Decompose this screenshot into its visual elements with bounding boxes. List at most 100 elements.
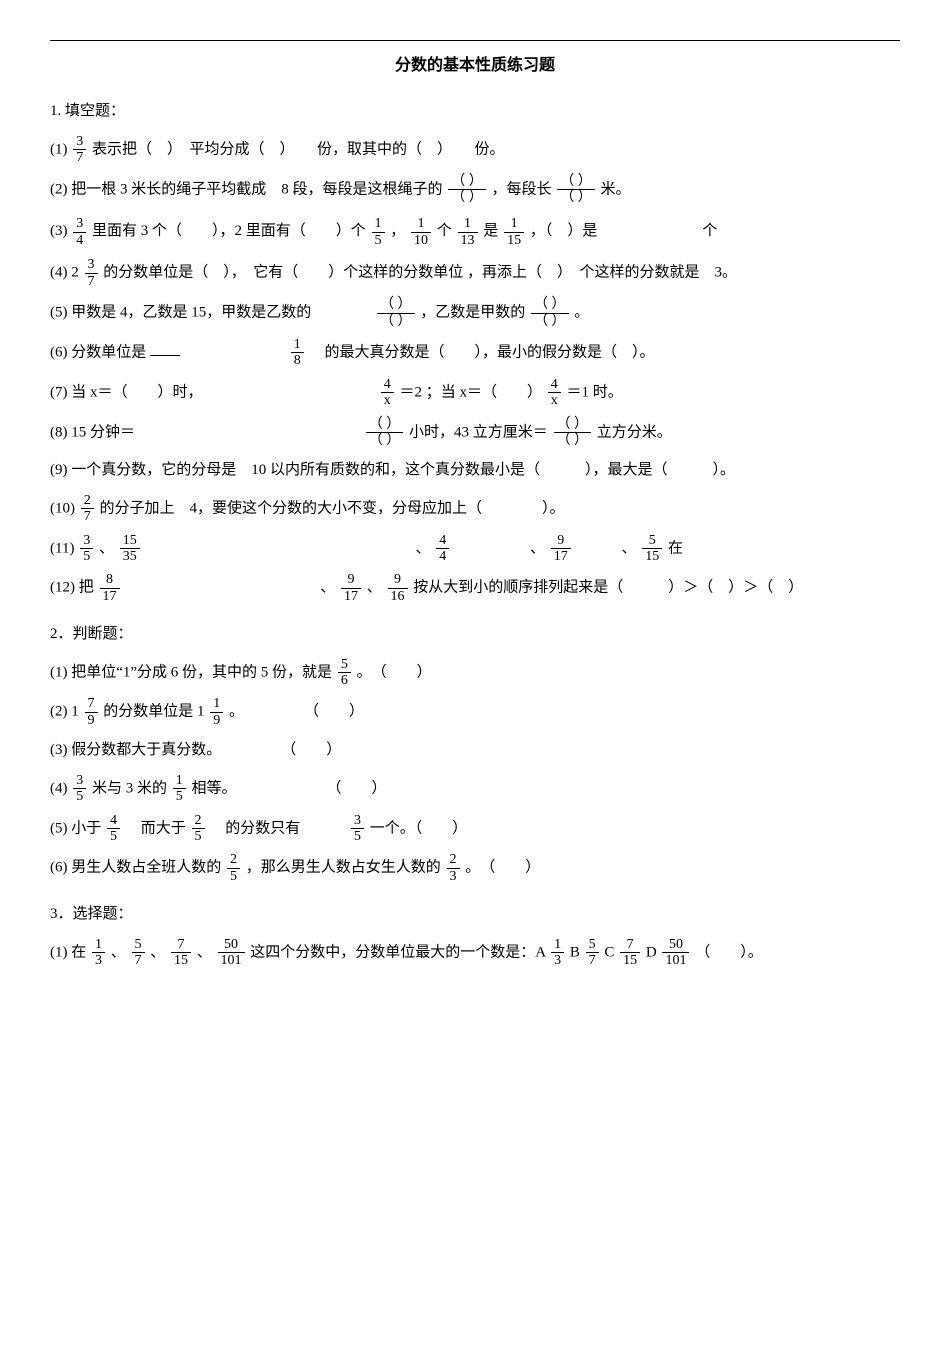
q3-a: (3)	[50, 223, 71, 239]
q12-d: 按从大到小的顺序排列起来是（ ）＞（ ）＞（ ）	[413, 580, 803, 596]
q3-b: 里面有 3 个（ ），2 里面有（ ）个	[92, 223, 366, 239]
q11-f: 、	[576, 540, 636, 556]
q4-a: (4) 2	[50, 265, 79, 281]
s3q1-e: 这四个分数中，分数单位最大的一个数是：A	[250, 944, 545, 960]
q2: (2) 把一根 3 米长的绳子平均截成 8 段，每段是这根绳子的 （ ）（ ） …	[50, 174, 900, 206]
q11-g: 在	[668, 540, 683, 556]
s2q1-f: 56	[338, 657, 351, 689]
section2-head: 2．判断题：	[50, 620, 900, 649]
q8-b: 小时，43 立方厘米＝	[409, 424, 548, 440]
section3-head: 3．选择题：	[50, 900, 900, 929]
q3-f5: 115	[504, 216, 524, 248]
q3-f2: 15	[372, 216, 385, 248]
s2q5: (5) 小于 45 而大于 25 的分数只有 35 一个。（ ）	[50, 813, 900, 845]
q7-b: ＝2 ；当 x＝（ ）	[400, 384, 543, 400]
s2q3: (3) 假分数都大于真分数。 （ ）	[50, 736, 900, 765]
top-rule	[50, 40, 900, 41]
s2q5-c: 的分数只有	[210, 820, 345, 836]
q3-d: 个	[437, 223, 456, 239]
q2-frac2: （ ）（ ）	[557, 174, 595, 206]
s2q6-f2: 23	[447, 852, 460, 884]
s2q6-c: 。 （ ）	[465, 860, 540, 876]
q5-mid: ，乙数是甲数的	[420, 305, 525, 321]
s2q6-f1: 25	[227, 852, 240, 884]
q10-f: 27	[81, 493, 94, 525]
q6: (6) 分数单位是 18 的最大真分数是（ ），最小的假分数是（ ）。	[50, 337, 900, 369]
q7-c: ＝1 时。	[567, 384, 623, 400]
q3-f3: 110	[411, 216, 431, 248]
s3q1-b: 、	[111, 944, 126, 960]
s2q2: (2) 1 79 的分数单位是 1 19 。 （ ）	[50, 696, 900, 728]
q7: (7) 当 x＝（ ）时， 4x ＝2 ；当 x＝（ ） 4x ＝1 时。	[50, 377, 900, 409]
q3-e: 是	[483, 223, 498, 239]
s3q1-i: D	[646, 944, 657, 960]
q5-f2: （ ）（ ）	[531, 297, 569, 329]
s2q5-d: 一个。（ ）	[370, 820, 468, 836]
q2-end: 米。	[601, 181, 631, 197]
s2q2-f2: 19	[210, 696, 223, 728]
q11-f5: 515	[642, 533, 662, 565]
q10: (10) 27 的分子加上 4，要使这个分数的大小不变，分母应加上（ ）。	[50, 493, 900, 525]
q5-f1: （ ）（ ）	[377, 297, 415, 329]
s3q1-fb: 57	[586, 937, 599, 969]
q4: (4) 2 37 的分数单位是（ ）， 它有（ ）个这样的分数单位 ，再添上（ …	[50, 257, 900, 289]
q6-f1: 18	[291, 337, 304, 369]
s2q5-f3: 35	[351, 813, 364, 845]
s2q5-f1: 45	[107, 813, 120, 845]
s3q1-fd: 50101	[662, 937, 689, 969]
q2-frac1: （ ）（ ）	[448, 174, 486, 206]
s3q1-f2: 57	[132, 937, 145, 969]
q3-f4: 113	[458, 216, 478, 248]
q12-f3: 916	[388, 572, 408, 604]
s2q1: (1) 把单位“1”分成 6 份，其中的 5 份，就是 56 。 （ ）	[50, 657, 900, 689]
q6-blank	[150, 340, 180, 356]
q11-d: 、	[145, 540, 430, 556]
q11: (11) 35 、 1535 、 44 、 917 、 515 在	[50, 533, 900, 565]
s2q6-b: ，那么男生人数占女生人数的	[246, 860, 445, 876]
q12-f2: 917	[341, 572, 361, 604]
s3q1-f1: 13	[92, 937, 105, 969]
q11-f2: 1535	[120, 533, 140, 565]
s2q6: (6) 男生人数占全班人数的 25 ，那么男生人数占女生人数的 23 。 （ ）	[50, 852, 900, 884]
q2-text: (2) 把一根 3 米长的绳子平均截成 8 段，每段是这根绳子的	[50, 181, 446, 197]
page-title: 分数的基本性质练习题	[50, 51, 900, 81]
q2-mid: ，每段长	[492, 181, 552, 197]
s2q5-b: 而大于	[126, 820, 190, 836]
s2q6-a: (6) 男生人数占全班人数的	[50, 860, 225, 876]
s2q2-f1: 79	[85, 696, 98, 728]
s2q4-f1: 35	[73, 773, 86, 805]
s2q5-f2: 25	[192, 813, 205, 845]
q8-c: 立方分米。	[597, 424, 672, 440]
q3-c: ，	[390, 223, 405, 239]
q4-f1: 37	[85, 257, 98, 289]
q7-a: (7) 当 x＝（ ）时，	[50, 384, 195, 400]
q5-end: 。	[574, 305, 589, 321]
q11-a: (11)	[50, 540, 78, 556]
q8: (8) 15 分钟＝ （ ）（ ） 小时，43 立方厘米＝ （ ）（ ） 立方分…	[50, 417, 900, 449]
q10-a: (10)	[50, 500, 79, 516]
q10-b: 的分子加上 4，要使这个分数的大小不变，分母应加上（ ）。	[100, 500, 565, 516]
q11-f4: 917	[551, 533, 571, 565]
s3q1-h: C	[604, 944, 614, 960]
s3q1-j: （ ）。	[695, 944, 763, 960]
s3q1-d: 、	[197, 944, 212, 960]
q11-c: 、	[99, 540, 114, 556]
s2q4-f2: 15	[173, 773, 186, 805]
s2q4-b: 米与 3 米的	[92, 780, 171, 796]
s3q1-g: B	[570, 944, 580, 960]
q5: (5) 甲数是 4，乙数是 15，甲数是乙数的 （ ）（ ） ，乙数是甲数的 （…	[50, 297, 900, 329]
q11-f3: 44	[436, 533, 449, 565]
q3: (3) 34 里面有 3 个（ ），2 里面有（ ）个 15 ， 110 个 1…	[50, 213, 900, 249]
q7-f1: 4x	[381, 377, 394, 409]
q11-e: 、	[455, 540, 545, 556]
q6-b: 的最大真分数是（ ），最小的假分数是（ ）。	[310, 344, 655, 360]
s2q4-c: 相等。 （ ）	[192, 780, 387, 796]
q8-f2: （ ）（ ）	[554, 417, 592, 449]
q12-f1: 817	[100, 572, 120, 604]
q9: (9) 一个真分数，它的分母是 10 以内所有质数的和，这个真分数最小是（ ），…	[50, 456, 900, 485]
s2q5-a: (5) 小于	[50, 820, 105, 836]
q3-f1: 34	[73, 216, 86, 248]
q12-c: 、	[367, 580, 382, 596]
q8-a: (8) 15 分钟＝	[50, 424, 135, 440]
s2q1-b: 。 （ ）	[357, 664, 432, 680]
